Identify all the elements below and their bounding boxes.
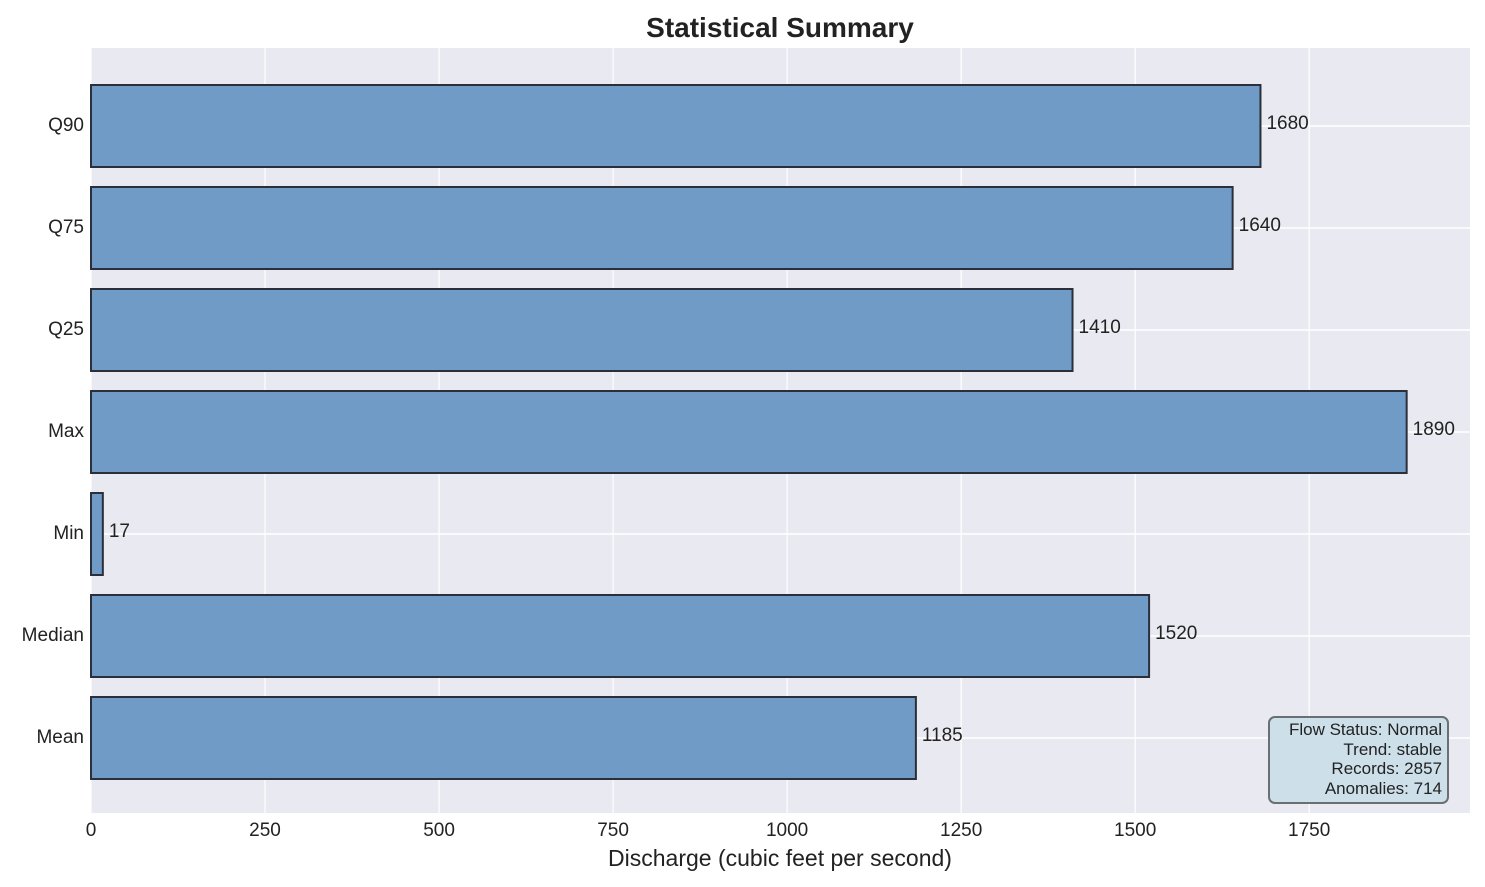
x-tick-label: 1000 [766,820,808,841]
y-tick-label-min: Min [53,523,84,544]
bar-mean [90,696,917,780]
x-tick-label: 250 [249,820,281,841]
data-label-q25: 1410 [1079,317,1121,338]
bar-max [90,390,1408,474]
data-label-min: 17 [109,521,130,542]
bar-median [90,594,1151,678]
bar-q25 [90,288,1074,372]
bar-min [90,492,104,576]
data-label-q90: 1680 [1266,113,1308,134]
data-label-q75: 1640 [1239,215,1281,236]
info-line-flow-status: Flow Status: Normal [1289,720,1442,739]
info-line-anomalies: Anomalies: 714 [1325,779,1442,798]
x-tick-label: 500 [423,820,455,841]
x-axis-label: Discharge (cubic feet per second) [608,845,952,871]
x-tick-labels: 0 250 500 750 1000 1250 1500 1750 [86,820,1331,841]
y-tick-labels: Mean Median Min Max Q25 Q75 Q90 [22,115,85,748]
data-labels: 1185 1520 17 1890 1410 1640 1680 [109,113,1455,746]
bars [90,84,1408,780]
data-label-median: 1520 [1155,623,1197,644]
info-box-frame [1268,716,1449,804]
bar-q90 [90,84,1262,168]
x-tick-label: 1250 [940,820,982,841]
bar-q75 [90,186,1234,270]
x-tick-label: 750 [597,820,629,841]
info-line-trend: Trend: stable [1343,740,1442,759]
chart-title: Statistical Summary [646,12,914,43]
y-tick-label-max: Max [48,421,84,442]
data-label-mean: 1185 [922,725,963,746]
data-label-max: 1890 [1413,419,1455,440]
x-tick-label: 1500 [1114,820,1156,841]
info-box: Flow Status: Normal Trend: stable Record… [1268,716,1449,804]
x-tick-label: 1750 [1288,820,1330,841]
info-line-records: Records: 2857 [1331,759,1442,778]
y-tick-label-q75: Q75 [48,217,84,238]
y-tick-label-q25: Q25 [48,319,84,340]
y-tick-label-q90: Q90 [48,115,84,136]
y-tick-label-mean: Mean [36,727,84,748]
x-tick-label: 0 [86,820,97,841]
y-tick-label-median: Median [22,625,84,646]
